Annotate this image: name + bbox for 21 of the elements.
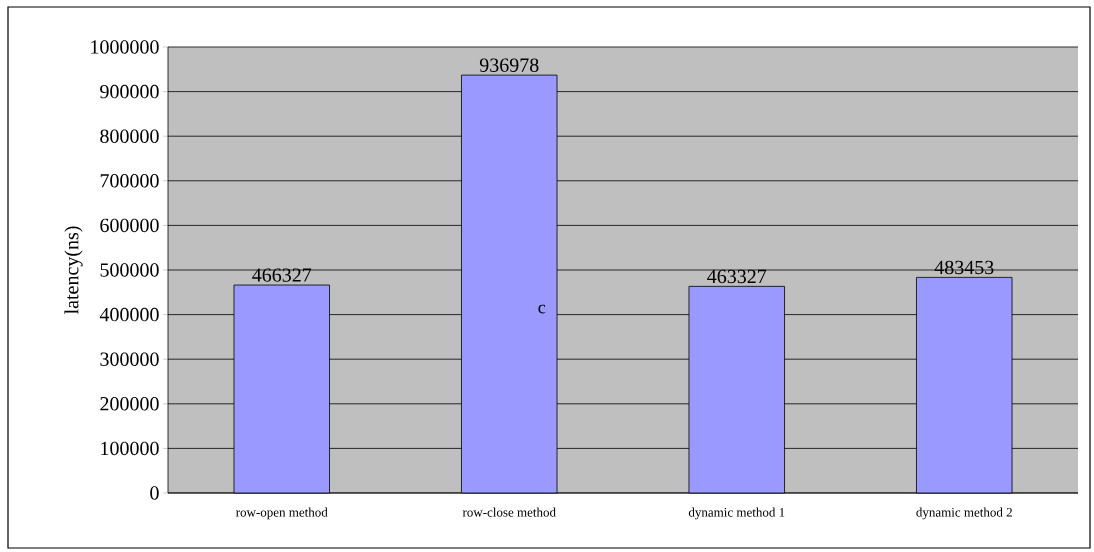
y-tick-label: 700000: [100, 174, 159, 188]
data-label: 483453: [934, 260, 994, 275]
x-tick-label: row-open method: [235, 507, 328, 520]
y-tick-label: 600000: [100, 218, 159, 233]
y-tick-label: 400000: [99, 307, 159, 322]
y-tick-label: 900000: [100, 84, 159, 99]
y-tick-label: 200000: [100, 397, 159, 411]
y-tick-label: 500000: [100, 263, 159, 277]
data-label: 936978: [479, 58, 539, 72]
data-label: 466327: [252, 268, 312, 282]
y-tick-label: 800000: [100, 129, 159, 143]
x-tick-label: row-close method: [462, 507, 556, 517]
y-tick-label: 300000: [100, 352, 159, 366]
annotation: c: [538, 304, 546, 314]
y-tick-label: 1000000: [91, 40, 159, 54]
x-tick-label: dynamic method 2: [916, 507, 1012, 520]
y-tick-label: 0: [150, 486, 159, 500]
x-tick-label: dynamic method 1: [688, 507, 785, 520]
y-axis-title: latency(ns): [64, 226, 83, 315]
data-label: 463327: [707, 269, 767, 284]
y-tick-label: 100000: [101, 441, 159, 456]
